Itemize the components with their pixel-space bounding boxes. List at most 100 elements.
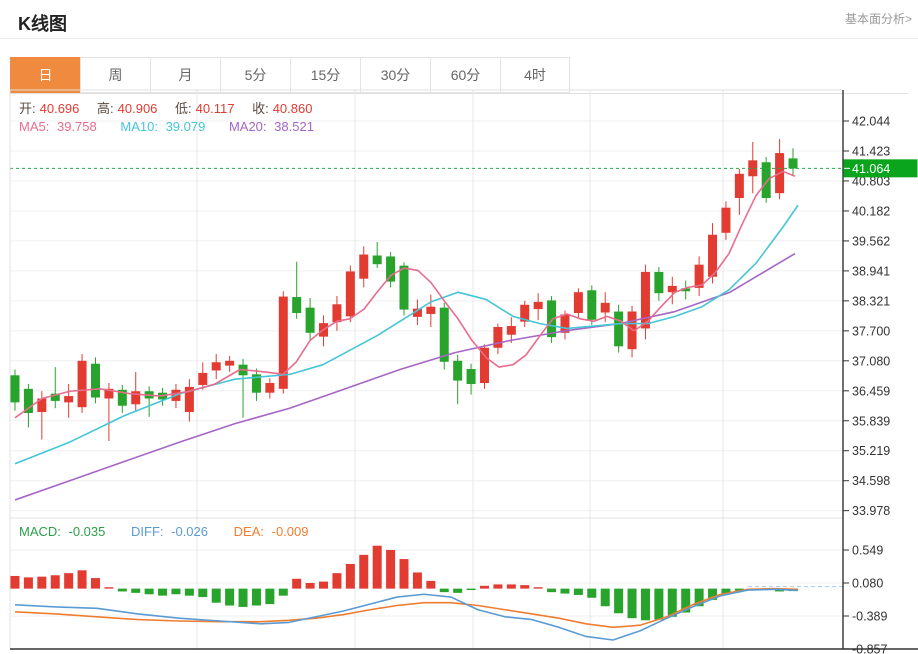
candle-body [533, 301, 543, 310]
macd-histogram-bar [198, 588, 208, 598]
dea-line [14, 587, 799, 629]
price-axis-label: 39.562 [852, 234, 890, 248]
candle-body [359, 254, 369, 279]
title-divider [0, 38, 918, 39]
macd-histogram-bar [667, 588, 677, 617]
current-price-badge [843, 159, 918, 178]
ma-legend: MA5: 39.758 MA10: 39.079 MA20: 38.521 [19, 119, 322, 134]
candle-body [734, 173, 744, 199]
tab-week[interactable]: 周 [80, 57, 150, 93]
candle-body [479, 347, 489, 384]
price-axis-label: 40.182 [852, 204, 890, 218]
macd-histogram-bar [225, 588, 235, 606]
macd-histogram-bar [426, 580, 436, 589]
candle-body [493, 326, 503, 348]
macd-histogram-bar [292, 578, 302, 589]
price-axis-label: 35.839 [852, 414, 890, 428]
price-axis-label: 41.423 [852, 145, 890, 159]
macd-histogram-bar [640, 588, 650, 621]
candle-body [90, 363, 100, 398]
candle-body [748, 160, 758, 177]
price-axis-label: 37.700 [852, 324, 890, 338]
macd-histogram-bar [533, 587, 543, 589]
macd-histogram-bar [547, 588, 557, 593]
candle-body [345, 271, 355, 317]
macd-histogram-bar [50, 575, 60, 589]
candle-body [466, 369, 476, 384]
macd-histogram-bar [614, 588, 624, 614]
ma10-label-value: MA10: 39.079 [120, 119, 206, 134]
dea-label-value: DEA: -0.009 [233, 524, 309, 539]
candle-body [265, 383, 275, 393]
candle-body [184, 386, 194, 413]
macd-histogram-bar [144, 588, 154, 595]
price-axis-label: 38.941 [852, 264, 890, 278]
tab-30min[interactable]: 30分 [360, 57, 430, 93]
candle-body [560, 314, 570, 333]
candle-body [506, 326, 516, 335]
macd-histogram-bar [332, 573, 342, 589]
high-value: 40.906 [117, 101, 158, 116]
candle-body [788, 158, 798, 169]
page-title: K线图 [18, 14, 67, 34]
tab-5min[interactable]: 5分 [220, 57, 290, 93]
diff-line [14, 588, 799, 641]
macd-histogram-bar [399, 559, 409, 589]
ma5-line [14, 170, 796, 419]
tab-4hour[interactable]: 4时 [500, 57, 570, 93]
candle-body [761, 162, 771, 199]
macd-histogram-bar [77, 570, 87, 589]
macd-axis-label: -0.389 [852, 610, 887, 624]
macd-histogram-bar [90, 578, 100, 589]
price-axis-label: 42.044 [852, 115, 890, 129]
tab-month[interactable]: 月 [150, 57, 220, 93]
low-value: 40.117 [195, 101, 235, 116]
candle-body [654, 271, 664, 294]
period-tab-strip: 日 周 月 5分 15分 30分 60分 4时 [10, 57, 908, 94]
close-value: 40.860 [272, 101, 313, 116]
macd-axis-label: -0.857 [852, 642, 887, 654]
macd-histogram-bar [439, 588, 449, 593]
price-axis-label: 33.978 [852, 504, 890, 518]
macd-histogram-bar [131, 588, 141, 593]
macd-label-value: MACD: -0.035 [19, 524, 106, 539]
candle-body [667, 285, 677, 293]
macd-histogram-bar [251, 588, 261, 606]
macd-histogram-bar [372, 545, 382, 589]
candle-body [50, 393, 60, 401]
macd-histogram-bar [412, 572, 422, 589]
tab-day[interactable]: 日 [10, 57, 80, 93]
macd-histogram-bar [319, 581, 329, 589]
macd-histogram-bar [104, 587, 114, 589]
candle-body [600, 302, 610, 313]
macd-histogram-bar [479, 585, 489, 589]
tab-60min[interactable]: 60分 [430, 57, 500, 93]
candle-body [520, 304, 530, 322]
ma5-label-value: MA5: 39.758 [19, 119, 97, 134]
tab-15min[interactable]: 15分 [290, 57, 360, 93]
ma20-line [14, 252, 796, 501]
candle-body [694, 264, 704, 288]
macd-histogram-bar [453, 588, 463, 593]
candle-body [117, 389, 127, 406]
candle-body [681, 288, 691, 292]
macd-histogram-bar [10, 575, 20, 589]
candle-body [198, 372, 208, 385]
candle-body [547, 300, 557, 338]
macd-histogram-bar [520, 585, 530, 589]
candle-body [64, 396, 74, 403]
macd-histogram-bar [184, 588, 194, 596]
macd-histogram-bar [587, 588, 597, 598]
macd-histogram-bar [560, 588, 570, 594]
macd-axis-label: 0.080 [852, 577, 883, 591]
candle-body [305, 307, 315, 333]
macd-axis-label: 0.549 [852, 544, 883, 558]
candle-body [23, 388, 33, 413]
macd-histogram-bar [23, 577, 33, 589]
candle-body [251, 374, 261, 393]
close-label: 收: [252, 101, 269, 116]
fundamental-analysis-link[interactable]: 基本面分析> [844, 12, 912, 26]
ohlc-legend: 开: 40.696 高: 40.906 低: 40.117 收: 40.860 [19, 98, 326, 117]
candle-body [386, 256, 396, 282]
